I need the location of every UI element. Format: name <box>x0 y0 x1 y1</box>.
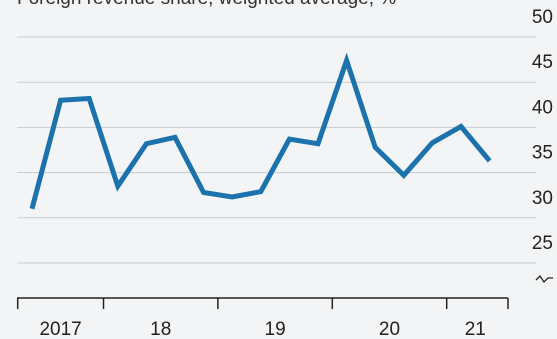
y-tick-label: 25 <box>532 233 553 254</box>
chart-title: Foreign revenue share, weighted average,… <box>17 0 396 9</box>
y-tick-label: 50 <box>532 7 553 28</box>
line-series <box>29 52 492 210</box>
axis-break <box>535 274 553 284</box>
x-tick-label: 21 <box>465 319 486 339</box>
y-tick-label: 40 <box>532 97 553 118</box>
x-tick-label: 19 <box>265 319 286 339</box>
y-tick-label: 45 <box>532 52 553 73</box>
y-tick-label: 35 <box>532 143 553 164</box>
x-tick-label: 20 <box>379 319 400 339</box>
y-tick-label: 30 <box>532 188 553 209</box>
x-tick-label: 2017 <box>39 319 81 339</box>
x-tick-label: 18 <box>150 319 171 339</box>
